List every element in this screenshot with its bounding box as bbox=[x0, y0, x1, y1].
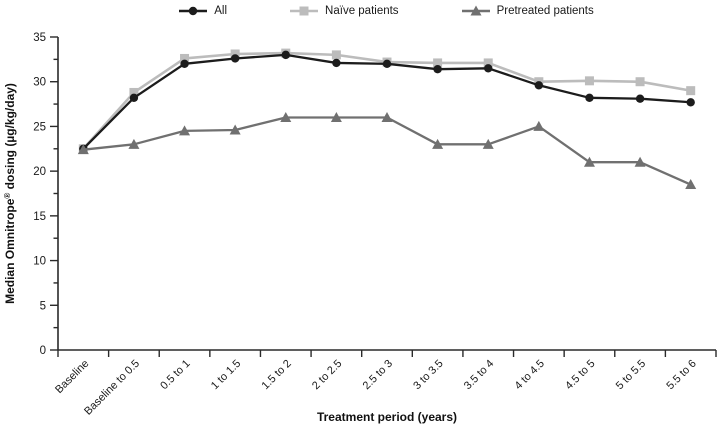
y-tick-label: 5 bbox=[40, 300, 46, 312]
x-tick-label: 3.5 to 4 bbox=[462, 358, 496, 392]
data-point-0-12 bbox=[686, 98, 695, 107]
triangle-marker-icon bbox=[461, 5, 491, 17]
data-point-1-5 bbox=[331, 50, 341, 60]
data-point-2-1 bbox=[128, 138, 140, 149]
data-point-1-10 bbox=[584, 76, 594, 86]
data-point-1-7 bbox=[433, 58, 443, 68]
data-point-2-5 bbox=[330, 111, 342, 122]
legend-marker-shape bbox=[299, 6, 309, 16]
x-tick-label: 3 to 3.5 bbox=[411, 358, 445, 392]
data-point-1-1 bbox=[129, 87, 139, 97]
data-point-0-1 bbox=[129, 93, 139, 103]
x-tick-label: 1 to 1.5 bbox=[209, 358, 243, 392]
y-axis-title: Median Omnitrope® dosing (µg/kg/day) bbox=[3, 83, 17, 304]
data-point-2-8 bbox=[482, 138, 494, 149]
data-point-2-9 bbox=[533, 120, 545, 131]
x-tick-label: 4.5 to 5 bbox=[563, 358, 597, 392]
data-point-0-4 bbox=[281, 50, 290, 60]
data-point-0-8 bbox=[484, 64, 493, 73]
y-tick-label: 0 bbox=[40, 345, 46, 357]
data-point-2-4 bbox=[280, 111, 292, 122]
x-tick-label: 5 to 5.5 bbox=[614, 358, 648, 392]
data-point-0-10 bbox=[585, 93, 594, 103]
data-point-1-12 bbox=[686, 86, 696, 96]
legend-marker-shape bbox=[470, 5, 482, 16]
y-tick-label: 25 bbox=[33, 121, 46, 133]
x-tick-label: 1.5 to 2 bbox=[259, 358, 293, 392]
legend-label-pretreated: Pretreated patients bbox=[496, 5, 594, 17]
legend-item-all: All bbox=[178, 5, 227, 17]
legend-label-all: All bbox=[214, 5, 228, 17]
legend-marker-glyph bbox=[290, 6, 319, 16]
data-point-2-7 bbox=[432, 138, 444, 149]
data-point-2-11 bbox=[634, 156, 646, 167]
data-point-0-11 bbox=[635, 94, 645, 103]
data-point-1-3 bbox=[230, 49, 240, 59]
data-point-0-3 bbox=[230, 54, 240, 63]
legend-marker-glyph bbox=[461, 5, 490, 16]
data-point-2-6 bbox=[381, 111, 393, 122]
legend-marker-shape bbox=[189, 6, 198, 16]
data-point-1-8 bbox=[483, 58, 493, 68]
data-point-2-10 bbox=[583, 156, 595, 167]
x-tick-label: 2.5 to 3 bbox=[361, 358, 395, 392]
legend: All Naïve patients Pretreated patients bbox=[0, 0, 724, 22]
square-marker-icon bbox=[289, 5, 319, 17]
series-circle bbox=[79, 50, 695, 153]
x-tick-label: 0.5 to 1 bbox=[158, 358, 192, 392]
series-line-2 bbox=[83, 116, 692, 186]
y-tick-label: 35 bbox=[33, 32, 46, 44]
y-tick-label: 15 bbox=[33, 211, 46, 223]
data-point-2-12 bbox=[685, 179, 697, 190]
legend-label-naive: Naïve patients bbox=[325, 5, 399, 17]
data-point-0-7 bbox=[433, 64, 442, 74]
x-tick-label: Baseline bbox=[53, 358, 91, 396]
legend-item-naive: Naïve patients bbox=[289, 5, 399, 17]
legend-marker-glyph bbox=[179, 6, 208, 16]
y-tick-label: 20 bbox=[33, 166, 46, 178]
data-point-2-3 bbox=[229, 124, 241, 135]
x-tick-label: Baseline to 0.5 bbox=[82, 358, 142, 418]
data-point-0-6 bbox=[382, 59, 392, 69]
data-point-2-2 bbox=[179, 125, 191, 136]
data-point-0-9 bbox=[534, 81, 544, 90]
legend-item-pretreated: Pretreated patients bbox=[461, 5, 594, 17]
data-point-0-5 bbox=[332, 58, 341, 68]
x-axis-title: Treatment period (years) bbox=[317, 410, 457, 424]
x-tick-label: 4 to 4.5 bbox=[513, 358, 547, 392]
data-point-0-2 bbox=[180, 59, 189, 69]
series-triangle bbox=[77, 111, 697, 190]
y-tick-label: 30 bbox=[33, 77, 46, 89]
data-point-1-11 bbox=[635, 77, 645, 87]
y-tick-label: 10 bbox=[33, 256, 46, 268]
data-point-1-2 bbox=[180, 53, 190, 63]
circle-marker-icon bbox=[178, 5, 208, 17]
x-tick-label: 2 to 2.5 bbox=[310, 358, 344, 392]
data-point-2-0 bbox=[77, 144, 89, 155]
x-tick-label: 5.5 to 6 bbox=[664, 358, 698, 392]
